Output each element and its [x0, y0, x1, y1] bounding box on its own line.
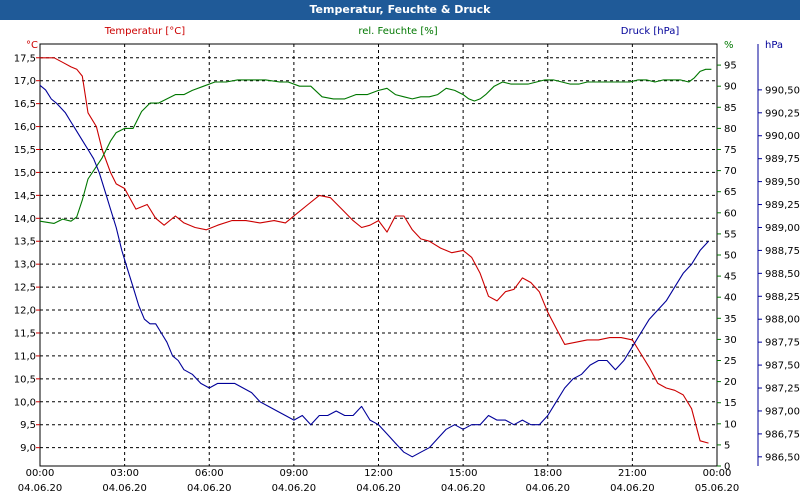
axes-layer: 00:00 04.06.20 03:00 04.06.20 06:00 04.06.20 0… — [14, 40, 800, 494]
series-line-temperature — [40, 57, 709, 444]
pressure-tick-label: 989,50 — [765, 177, 800, 188]
humidity-tick-label: 40 — [724, 293, 737, 304]
humidity-tick-label: 25 — [724, 356, 737, 367]
pressure-tick-label: 989,25 — [765, 200, 800, 211]
pressure-tick-label: 988,75 — [765, 246, 800, 257]
humidity-tick-label: 20 — [724, 377, 737, 388]
temperature-tick-label: 11,0 — [14, 351, 36, 362]
x-tick-date: 04.06.20 — [356, 483, 401, 494]
series-line-pressure — [39, 84, 709, 458]
x-tick-time: 00:00 — [26, 468, 55, 479]
legend-layer: Temperatur [°C] rel. Feuchte [%] Druck [hP… — [104, 26, 680, 37]
humidity-tick-label: 45 — [724, 272, 737, 283]
pressure-tick-label: 987,50 — [765, 361, 800, 372]
temperature-tick-label: 15,5 — [14, 145, 36, 156]
pressure-tick-label: 989,75 — [765, 154, 800, 165]
temperature-tick-label: 15,0 — [14, 168, 36, 179]
temperature-tick-label: 9,0 — [20, 443, 36, 454]
humidity-tick-label: 75 — [724, 145, 737, 156]
temperature-tick-label: 16,5 — [14, 99, 36, 110]
pressure-tick-label: 988,00 — [765, 315, 800, 326]
pressure-tick-label: 989,00 — [765, 223, 800, 234]
temperature-tick-label: 14,0 — [14, 214, 36, 225]
temperature-tick-label: 13,5 — [14, 237, 36, 248]
humidity-tick-label: 60 — [724, 208, 737, 219]
x-tick-date: 04.06.20 — [18, 483, 63, 494]
x-tick-time: 03:00 — [110, 468, 139, 479]
temperature-tick-label: 17,5 — [14, 53, 36, 64]
pressure-tick-label: 988,50 — [765, 269, 800, 280]
chart-title: Temperatur, Feuchte & Druck — [309, 3, 491, 16]
temperature-unit: °C — [26, 40, 38, 51]
humidity-tick-label: 95 — [724, 61, 737, 72]
series-line-humidity — [39, 68, 712, 224]
pressure-unit: hPa — [765, 40, 783, 51]
pressure-tick-label: 988,25 — [765, 292, 800, 303]
x-tick-time: 09:00 — [279, 468, 308, 479]
humidity-tick-label: 0 — [724, 462, 730, 473]
temperature-tick-label: 10,5 — [14, 374, 36, 385]
chart-title-bar: Temperatur, Feuchte & Druck — [0, 0, 800, 20]
temperature-tick-label: 12,0 — [14, 306, 36, 317]
humidity-tick-label: 85 — [724, 103, 737, 114]
chart-canvas: 00:00 04.06.20 03:00 04.06.20 06:00 04.06.20 0… — [14, 26, 800, 494]
x-tick-date: 04.06.20 — [441, 483, 486, 494]
temperature-tick-label: 16,0 — [14, 122, 36, 133]
humidity-tick-label: 35 — [724, 314, 737, 325]
humidity-tick-label: 10 — [724, 419, 737, 430]
humidity-tick-label: 65 — [724, 187, 737, 198]
x-tick-time: 21:00 — [618, 468, 647, 479]
temperature-tick-label: 14,5 — [14, 191, 36, 202]
pressure-tick-label: 987,25 — [765, 384, 800, 395]
temperature-tick-label: 9,5 — [20, 420, 36, 431]
pressure-tick-label: 990,50 — [765, 85, 800, 96]
x-tick-time: 18:00 — [533, 468, 562, 479]
temperature-tick-label: 17,0 — [14, 76, 36, 87]
humidity-tick-label: 15 — [724, 398, 737, 409]
x-tick-date: 05.06.20 — [695, 483, 740, 494]
humidity-tick-label: 55 — [724, 229, 737, 240]
x-tick-time: 00:00 — [703, 468, 732, 479]
pressure-tick-label: 986,50 — [765, 452, 800, 463]
temperature-tick-label: 11,5 — [14, 328, 36, 339]
humidity-tick-label: 30 — [724, 335, 737, 346]
temperature-tick-label: 13,0 — [14, 260, 36, 271]
x-tick-time: 15:00 — [449, 468, 478, 479]
legend-humidity: rel. Feuchte [%] — [358, 26, 437, 37]
humidity-tick-label: 5 — [724, 440, 730, 451]
x-tick-date: 04.06.20 — [187, 483, 232, 494]
legend-pressure: Druck [hPa] — [621, 26, 680, 37]
x-tick-time: 06:00 — [195, 468, 224, 479]
humidity-tick-label: 70 — [724, 166, 737, 177]
humidity-tick-label: 80 — [724, 124, 737, 135]
x-tick-date: 04.06.20 — [102, 483, 147, 494]
series-layer — [39, 57, 712, 458]
pressure-tick-label: 987,75 — [765, 338, 800, 349]
x-tick-time: 12:00 — [364, 468, 393, 479]
pressure-tick-label: 986,75 — [765, 429, 800, 440]
temperature-tick-label: 12,5 — [14, 283, 36, 294]
humidity-unit: % — [724, 40, 734, 51]
x-tick-date: 04.06.20 — [610, 483, 655, 494]
humidity-tick-label: 90 — [724, 82, 737, 93]
humidity-tick-label: 50 — [724, 251, 737, 262]
x-tick-date: 04.06.20 — [272, 483, 317, 494]
pressure-tick-label: 990,25 — [765, 108, 800, 119]
x-tick-date: 04.06.20 — [525, 483, 570, 494]
temperature-tick-label: 10,0 — [14, 397, 36, 408]
pressure-tick-label: 987,00 — [765, 406, 800, 417]
legend-temperature: Temperatur [°C] — [104, 26, 185, 37]
pressure-tick-label: 990,00 — [765, 131, 800, 142]
